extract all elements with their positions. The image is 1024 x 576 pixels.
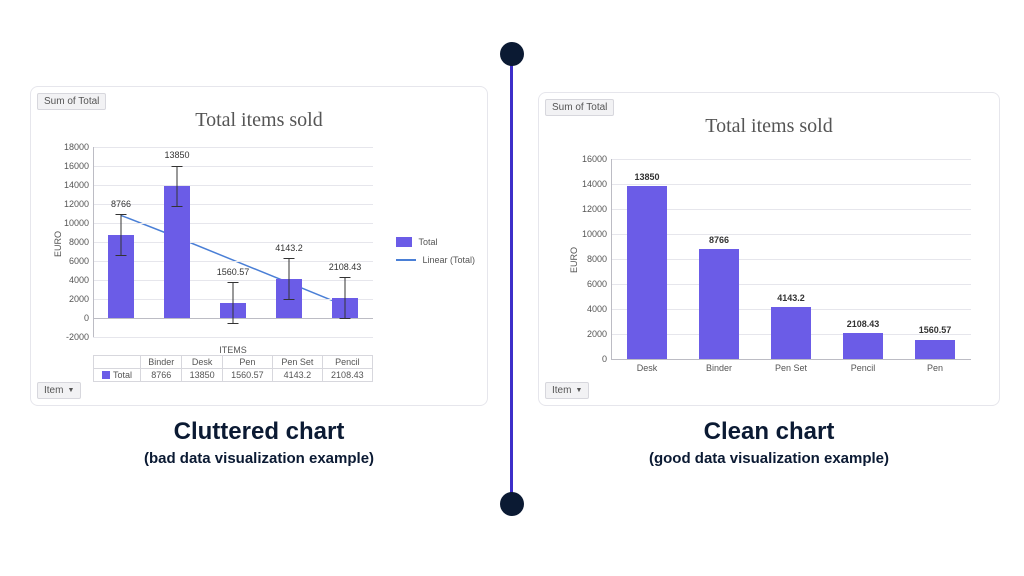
bar (915, 340, 955, 360)
sum-badge: Sum of Total (37, 93, 106, 110)
item-badge-label: Item (552, 385, 571, 396)
legend-swatch-bar-icon (396, 237, 412, 247)
bar (627, 186, 667, 359)
table-header: Desk (182, 356, 222, 369)
bar-wrap (164, 147, 189, 337)
y-tick-label: -2000 (66, 332, 89, 342)
plot-area: 0200040006000800010000120001400016000138… (611, 159, 971, 359)
legend-item: Linear (Total) (396, 255, 475, 265)
legend-swatch-line-icon (396, 259, 416, 261)
data-label: 4143.2 (275, 243, 303, 253)
y-axis-label: EURO (569, 247, 579, 273)
y-tick-label: 14000 (64, 180, 89, 190)
y-axis-label: EURO (53, 231, 63, 257)
error-bar (344, 277, 345, 319)
caption-title: Clean chart (538, 418, 1000, 446)
y-tick-label: 6000 (587, 279, 607, 289)
table-header: Pencil (322, 356, 372, 369)
clean-chart-panel: Sum of Total Total items sold EURO 02000… (538, 92, 1000, 406)
y-tick-label: 18000 (64, 142, 89, 152)
table-cell: 8766 (140, 369, 182, 382)
error-bar (176, 166, 177, 208)
y-tick-label: 10000 (582, 229, 607, 239)
item-badge-label: Item (44, 385, 63, 396)
data-label: 2108.43 (847, 319, 880, 329)
table-cell: 1560.57 (222, 369, 272, 382)
bar-wrap (108, 147, 133, 337)
data-table: BinderDeskPenPen SetPencil Total876613850… (93, 355, 373, 382)
bar (699, 249, 739, 359)
error-bar (232, 282, 233, 324)
cluttered-chart-panel: Sum of Total Total items sold EURO -2000… (30, 86, 488, 406)
bar-wrap (220, 147, 245, 337)
bar-wrap (771, 159, 811, 359)
sum-badge: Sum of Total (545, 99, 614, 116)
y-tick-label: 0 (602, 354, 607, 364)
data-label: 13850 (634, 172, 659, 182)
table-header: Pen Set (273, 356, 323, 369)
bar-wrap (843, 159, 883, 359)
y-tick-label: 10000 (64, 218, 89, 228)
caption-subtitle: (bad data visualization example) (30, 450, 488, 467)
y-tick-label: 12000 (582, 204, 607, 214)
chart-title: Total items sold (539, 115, 999, 138)
legend: Total Linear (Total) (396, 237, 475, 273)
error-bar (288, 258, 289, 300)
table-header: Binder (140, 356, 182, 369)
table-cell: 2108.43 (322, 369, 372, 382)
bar-wrap (699, 159, 739, 359)
caption-subtitle: (good data visualization example) (538, 450, 1000, 467)
legend-label: Total (418, 237, 437, 247)
y-tick-label: 8000 (587, 254, 607, 264)
divider-dot-bottom (500, 492, 524, 516)
data-label: 1560.57 (919, 325, 952, 335)
table-cell: 4143.2 (273, 369, 323, 382)
data-label: 8766 (709, 235, 729, 245)
data-label: 1560.57 (217, 267, 250, 277)
gridline (93, 337, 373, 338)
y-tick-label: 8000 (69, 237, 89, 247)
chart-title: Total items sold (31, 109, 487, 132)
dropdown-caret-icon: ▼ (67, 387, 74, 394)
data-label: 8766 (111, 199, 131, 209)
y-tick-label: 2000 (587, 329, 607, 339)
x-tick-label: Desk (637, 363, 658, 373)
error-bar (120, 214, 121, 256)
item-badge[interactable]: Item ▼ (545, 382, 589, 399)
data-label: 2108.43 (329, 262, 362, 272)
table-header: Pen (222, 356, 272, 369)
left-caption: Cluttered chart (bad data visualization … (30, 418, 488, 467)
caption-title: Cluttered chart (30, 418, 488, 446)
bar (771, 307, 811, 359)
right-caption: Clean chart (good data visualization exa… (538, 418, 1000, 467)
divider-line (510, 54, 513, 504)
table-cell: 13850 (182, 369, 222, 382)
x-tick-label: Pencil (851, 363, 876, 373)
plot-area: -200002000400060008000100001200014000160… (93, 147, 373, 337)
x-tick-label: Binder (706, 363, 732, 373)
y-tick-label: 2000 (69, 294, 89, 304)
table-row-header: Total (94, 369, 141, 382)
y-tick-label: 6000 (69, 256, 89, 266)
y-tick-label: 16000 (64, 161, 89, 171)
y-tick-label: 4000 (69, 275, 89, 285)
item-badge[interactable]: Item ▼ (37, 382, 81, 399)
legend-label: Linear (Total) (422, 255, 475, 265)
x-tick-label: Pen (927, 363, 943, 373)
dropdown-caret-icon: ▼ (575, 387, 582, 394)
divider-dot-top (500, 42, 524, 66)
y-tick-label: 16000 (582, 154, 607, 164)
bar-wrap (627, 159, 667, 359)
data-label: 4143.2 (777, 293, 805, 303)
bar-wrap (332, 147, 357, 337)
legend-item: Total (396, 237, 475, 247)
x-tick-label: Pen Set (775, 363, 807, 373)
y-tick-label: 12000 (64, 199, 89, 209)
y-tick-label: 4000 (587, 304, 607, 314)
bar (843, 333, 883, 359)
y-tick-label: 0 (84, 313, 89, 323)
y-tick-label: 14000 (582, 179, 607, 189)
x-axis-label: ITEMS (93, 345, 373, 355)
data-label: 13850 (164, 150, 189, 160)
